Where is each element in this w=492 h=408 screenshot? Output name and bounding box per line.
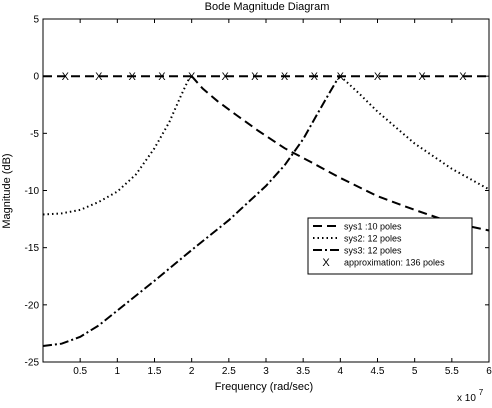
x-tick-label: 3: [263, 366, 269, 377]
legend-label: sys3: 12 poles: [344, 246, 402, 256]
y-tick-label: -25: [25, 358, 40, 369]
y-tick-label: -5: [30, 129, 39, 140]
x-tick-label: 2: [189, 366, 195, 377]
y-tick-label: -20: [25, 300, 40, 311]
x-tick-label: 6: [486, 366, 492, 377]
legend-box: [307, 217, 473, 275]
x-tick-label: 0.5: [73, 366, 87, 377]
series-line: [42, 75, 342, 347]
approximation-marker: X: [251, 71, 259, 83]
legend-marker: X: [322, 257, 330, 269]
x-tick-label: 5.5: [445, 366, 459, 377]
legend-label: sys1 :10 poles: [344, 222, 402, 232]
legend: sys1 :10 poles sys2: 12 poles sys3: 12 pol…: [307, 217, 473, 275]
x-tick-label: 2.5: [222, 366, 236, 377]
x-axis-multiplier: x 10 7: [457, 388, 484, 403]
x-tick-label: 5: [412, 366, 418, 377]
plot-area: 0.5 1 1.5 2 2.5 3 3.5 4 4.5 5 5.5 6 5 0 -5 -10 -15 -20 -25…: [25, 15, 492, 378]
series-line: [190, 75, 490, 232]
x-multiplier-base: x 10: [457, 393, 476, 403]
x-tick-label: 4.5: [371, 366, 385, 377]
approximation-marker: X: [158, 71, 166, 83]
approximation-marker: X: [311, 71, 319, 83]
x-tick-label: 1.5: [148, 366, 162, 377]
x-tick-label: 3.5: [296, 366, 310, 377]
approximation-marker: X: [188, 71, 196, 83]
approximation-marker: X: [221, 71, 229, 83]
series-line: [339, 75, 490, 191]
approximation-marker: X: [459, 71, 467, 83]
approximation-marker: X: [62, 71, 70, 83]
legend-label: approximation: 136 poles: [344, 258, 445, 268]
x-axis-label: Frequency (rad/sec): [215, 381, 313, 393]
approximation-marker: X: [418, 71, 426, 83]
series-line: [42, 75, 193, 216]
x-tick-label: 1: [115, 366, 121, 377]
y-tick-label: -15: [25, 243, 40, 254]
approximation-marker: X: [281, 71, 289, 83]
approximation-marker: X: [337, 71, 345, 83]
approximation-marker: X: [374, 71, 382, 83]
legend-label: sys2: 12 poles: [344, 234, 402, 244]
approximation-marker: X: [129, 71, 137, 83]
y-axis-label: Magnitude (dB): [1, 153, 13, 228]
y-tick-label: -10: [25, 186, 40, 197]
x-tick-label: 4: [338, 366, 344, 377]
x-multiplier-exponent: 7: [479, 388, 484, 397]
y-tick-label: 5: [33, 15, 39, 26]
y-tick-label: 0: [33, 72, 39, 83]
approximation-marker: X: [95, 71, 103, 83]
chart-title: Bode Magnitude Diagram: [205, 1, 330, 13]
